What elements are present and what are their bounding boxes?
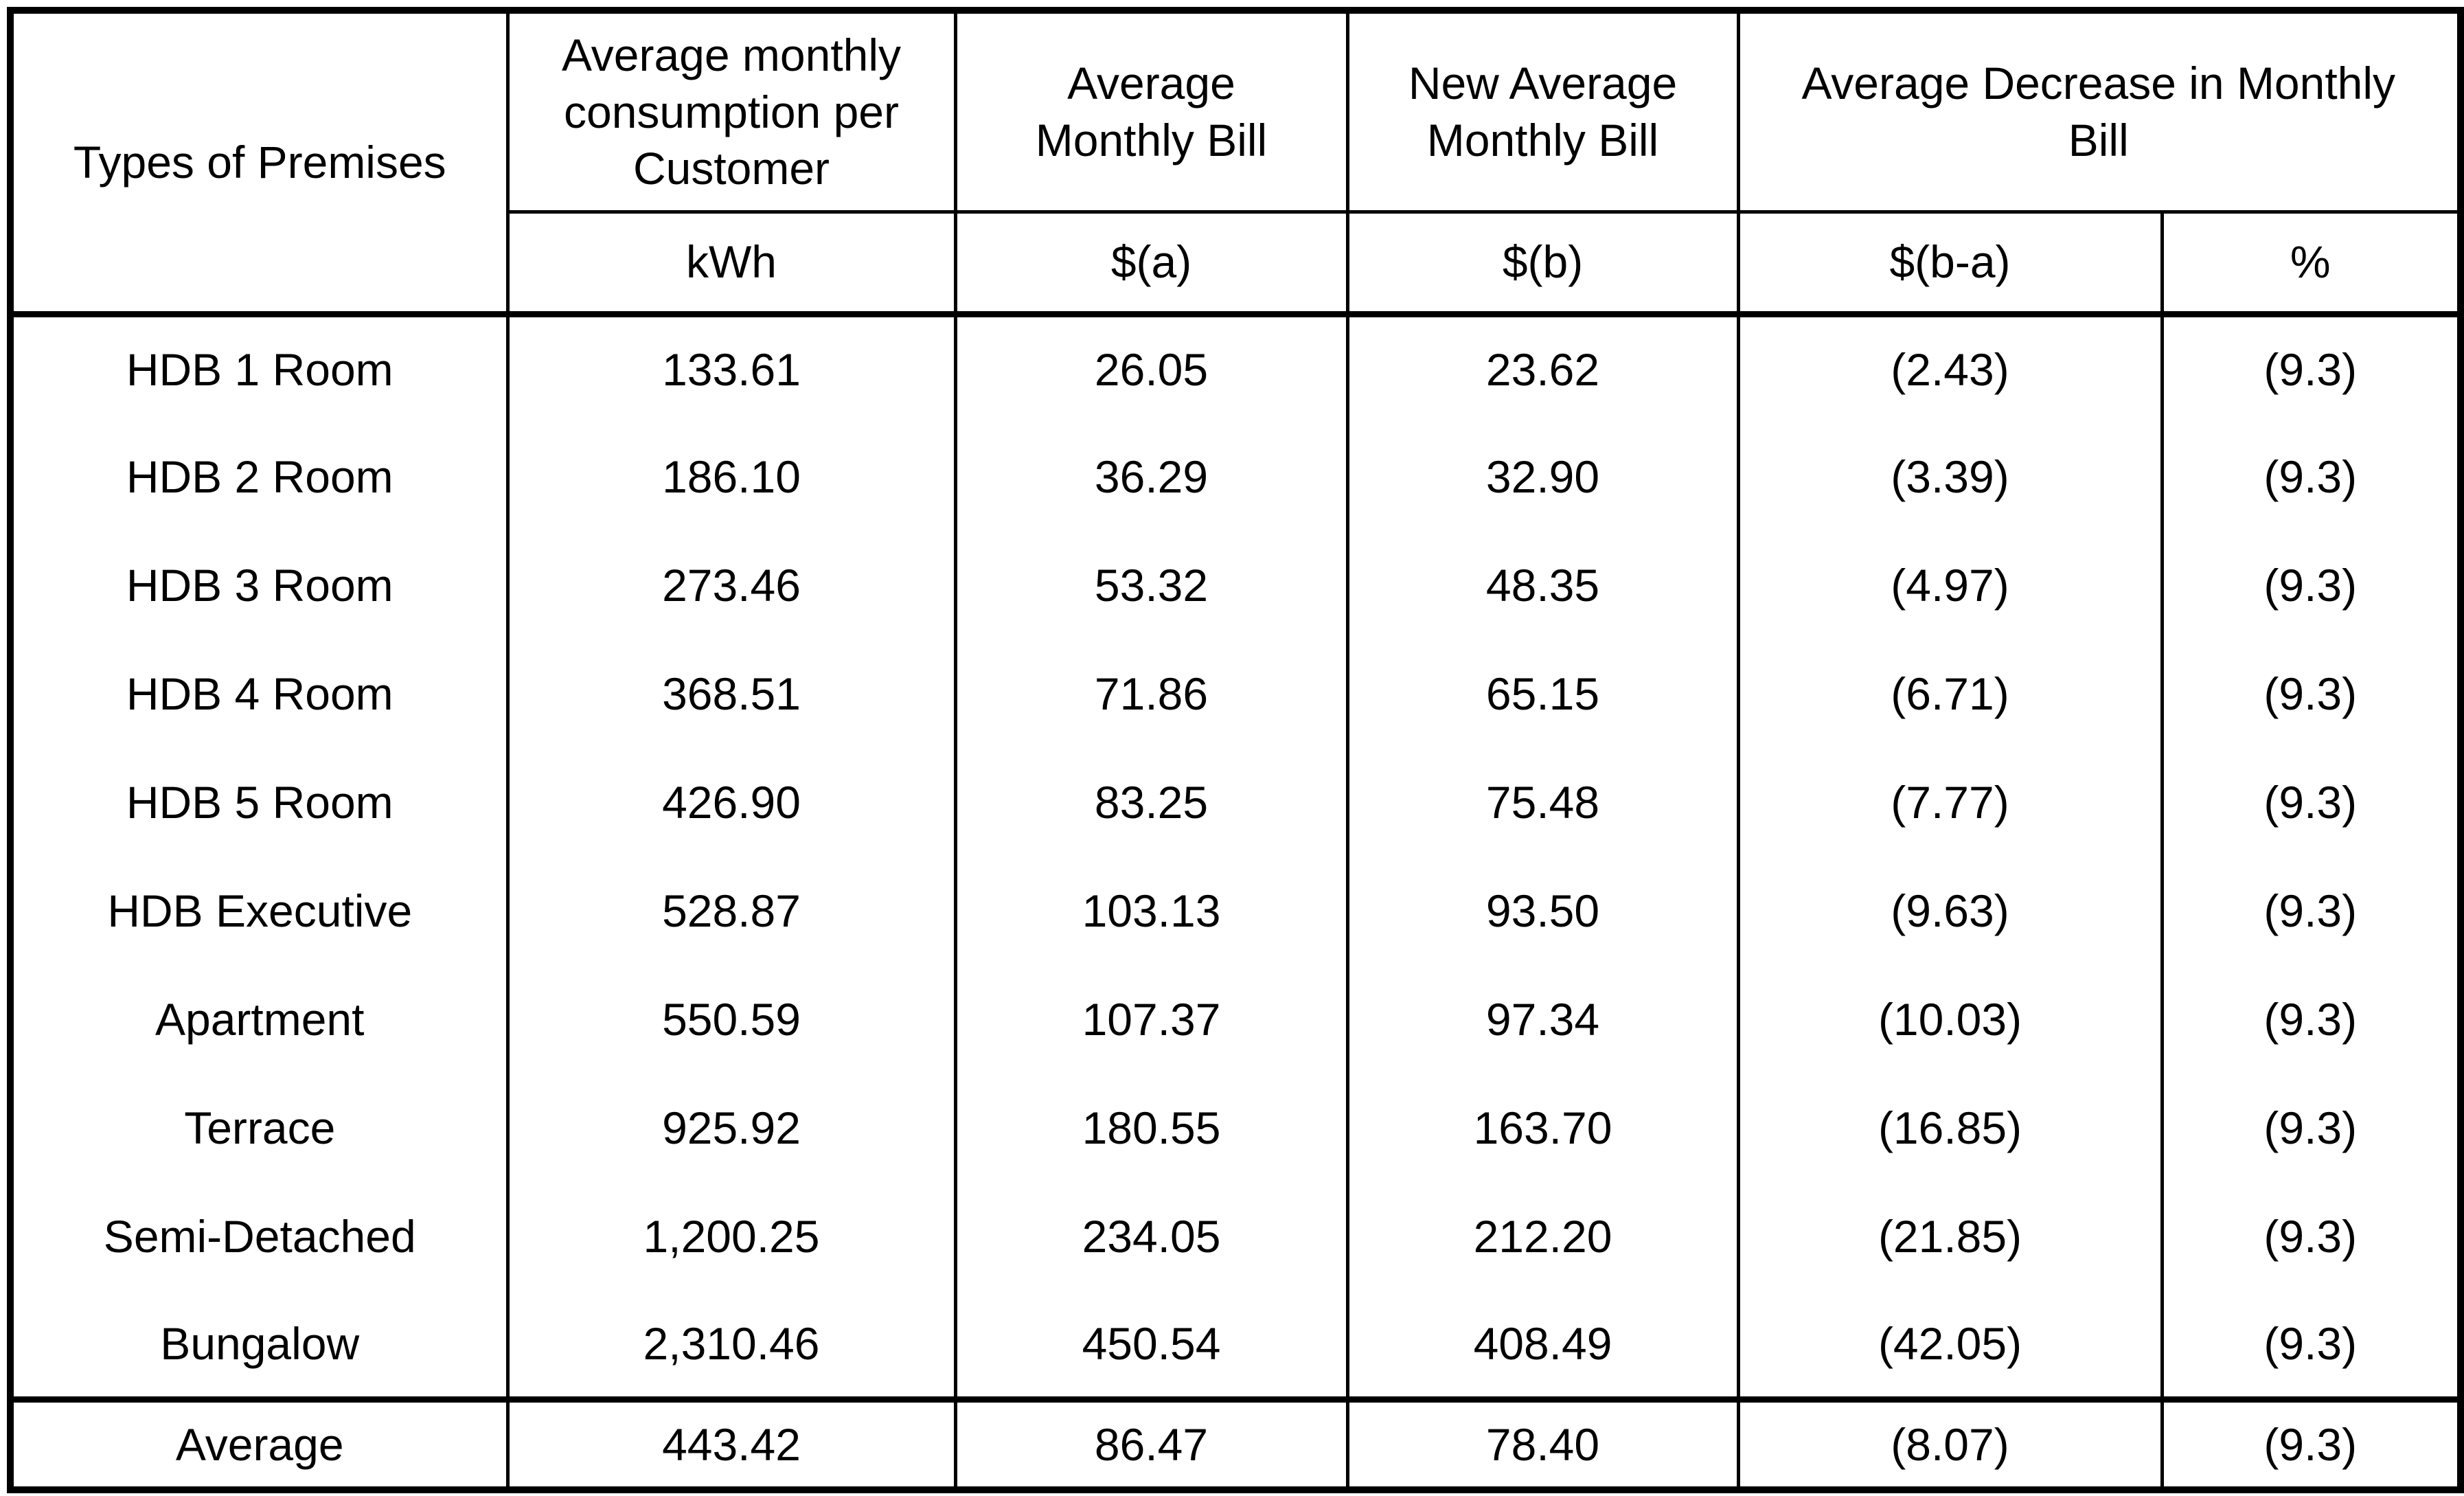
cell-bill-a: 180.55 xyxy=(953,1074,1349,1182)
header-avg-decrease: Average Decrease in Monthly Bill xyxy=(1736,8,2463,214)
cell-decrease-percent: (9.3) xyxy=(2160,531,2463,639)
cell-decrease-percent: (9.3) xyxy=(2160,639,2463,748)
cell-bill-b: 97.34 xyxy=(1345,965,1740,1074)
cell-kwh: 426.90 xyxy=(505,748,957,857)
cell-bill-b: 23.62 xyxy=(1345,314,1740,422)
cell-kwh: 443.42 xyxy=(505,1396,957,1490)
table-row: Semi-Detached 1,200.25 234.05 212.20 (21… xyxy=(8,1182,2463,1291)
cell-decrease-percent: (9.3) xyxy=(2160,1396,2463,1490)
cell-premises: HDB 1 Room xyxy=(8,314,510,422)
cell-bill-a: 71.86 xyxy=(953,639,1349,748)
cell-premises: Apartment xyxy=(8,965,510,1074)
cell-decrease-amount: (42.05) xyxy=(1736,1291,2164,1399)
cell-kwh: 550.59 xyxy=(505,965,957,1074)
cell-kwh: 925.92 xyxy=(505,1074,957,1182)
cell-decrease-amount: (16.85) xyxy=(1736,1074,2164,1182)
summary-row: Average 443.42 86.47 78.40 (8.07) (9.3) xyxy=(8,1396,2463,1490)
cell-bill-b: 32.90 xyxy=(1345,422,1740,531)
header-consumption: Average monthly consumption per Customer xyxy=(505,8,957,214)
cell-kwh: 133.61 xyxy=(505,314,957,422)
cell-kwh: 368.51 xyxy=(505,639,957,748)
cell-premises: HDB Executive xyxy=(8,857,510,965)
cell-bill-b: 93.50 xyxy=(1345,857,1740,965)
cell-bill-b: 163.70 xyxy=(1345,1074,1740,1182)
table-header: Types of Premises Average monthly consum… xyxy=(8,8,2463,317)
header-new-avg-monthly-bill: New Average Monthly Bill xyxy=(1345,8,1740,214)
cell-bill-a: 83.25 xyxy=(953,748,1349,857)
table-row: HDB 3 Room 273.46 53.32 48.35 (4.97) (9.… xyxy=(8,531,2463,639)
cell-bill-b: 48.35 xyxy=(1345,531,1740,639)
cell-decrease-percent: (9.3) xyxy=(2160,857,2463,965)
table-row: HDB Executive 528.87 103.13 93.50 (9.63)… xyxy=(8,857,2463,965)
cell-decrease-amount: (7.77) xyxy=(1736,748,2164,857)
header-avg-monthly-bill: Average Monthly Bill xyxy=(953,8,1349,214)
cell-bill-a: 107.37 xyxy=(953,965,1349,1074)
table-row: HDB 1 Room 133.61 26.05 23.62 (2.43) (9.… xyxy=(8,314,2463,422)
cell-bill-a: 234.05 xyxy=(953,1182,1349,1291)
cell-decrease-percent: (9.3) xyxy=(2160,1074,2463,1182)
cell-decrease-percent: (9.3) xyxy=(2160,422,2463,531)
header-row-main: Types of Premises Average monthly consum… xyxy=(8,8,2463,317)
cell-premises: Average xyxy=(8,1396,510,1490)
cell-kwh: 528.87 xyxy=(505,857,957,965)
cell-decrease-amount: (6.71) xyxy=(1736,639,2164,748)
cell-decrease-amount: (8.07) xyxy=(1736,1396,2164,1490)
cell-decrease-amount: (4.97) xyxy=(1736,531,2164,639)
unit-dollar-b: $(b) xyxy=(1345,209,1740,317)
cell-bill-a: 26.05 xyxy=(953,314,1349,422)
cell-decrease-percent: (9.3) xyxy=(2160,314,2463,422)
cell-kwh: 2,310.46 xyxy=(505,1291,957,1399)
cell-bill-b: 65.15 xyxy=(1345,639,1740,748)
cell-bill-b: 75.48 xyxy=(1345,748,1740,857)
cell-bill-b: 212.20 xyxy=(1345,1182,1740,1291)
cell-premises: Semi-Detached xyxy=(8,1182,510,1291)
unit-dollar-b-minus-a: $(b-a) xyxy=(1736,209,2164,317)
header-types-of-premises: Types of Premises xyxy=(8,8,510,317)
cell-decrease-amount: (3.39) xyxy=(1736,422,2164,531)
cell-decrease-percent: (9.3) xyxy=(2160,1291,2463,1399)
cell-premises: HDB 5 Room xyxy=(8,748,510,857)
cell-premises: Terrace xyxy=(8,1074,510,1182)
table-body: HDB 1 Room 133.61 26.05 23.62 (2.43) (9.… xyxy=(8,314,2463,1490)
unit-percent: % xyxy=(2160,209,2463,317)
table-row: Terrace 925.92 180.55 163.70 (16.85) (9.… xyxy=(8,1074,2463,1182)
premises-bill-table: Types of Premises Average monthly consum… xyxy=(7,7,2464,1493)
cell-premises: HDB 4 Room xyxy=(8,639,510,748)
cell-decrease-amount: (21.85) xyxy=(1736,1182,2164,1291)
cell-kwh: 1,200.25 xyxy=(505,1182,957,1291)
cell-decrease-percent: (9.3) xyxy=(2160,748,2463,857)
cell-bill-b: 78.40 xyxy=(1345,1396,1740,1490)
cell-bill-a: 53.32 xyxy=(953,531,1349,639)
cell-premises: Bungalow xyxy=(8,1291,510,1399)
cell-bill-a: 103.13 xyxy=(953,857,1349,965)
cell-decrease-percent: (9.3) xyxy=(2160,1182,2463,1291)
table-row: HDB 4 Room 368.51 71.86 65.15 (6.71) (9.… xyxy=(8,639,2463,748)
table-row: HDB 5 Room 426.90 83.25 75.48 (7.77) (9.… xyxy=(8,748,2463,857)
table-row: Bungalow 2,310.46 450.54 408.49 (42.05) … xyxy=(8,1291,2463,1399)
table-row: Apartment 550.59 107.37 97.34 (10.03) (9… xyxy=(8,965,2463,1074)
unit-dollar-a: $(a) xyxy=(953,209,1349,317)
cell-bill-a: 36.29 xyxy=(953,422,1349,531)
cell-bill-a: 450.54 xyxy=(953,1291,1349,1399)
cell-decrease-amount: (10.03) xyxy=(1736,965,2164,1074)
cell-bill-b: 408.49 xyxy=(1345,1291,1740,1399)
header-row-units: kWh $(a) $(b) $(b-a) % xyxy=(10,209,2463,317)
cell-premises: HDB 3 Room xyxy=(8,531,510,639)
cell-decrease-amount: (2.43) xyxy=(1736,314,2164,422)
cell-bill-a: 86.47 xyxy=(953,1396,1349,1490)
unit-kwh: kWh xyxy=(505,209,957,317)
cell-decrease-amount: (9.63) xyxy=(1736,857,2164,965)
cell-decrease-percent: (9.3) xyxy=(2160,965,2463,1074)
cell-premises: HDB 2 Room xyxy=(8,422,510,531)
cell-kwh: 186.10 xyxy=(505,422,957,531)
table-row: HDB 2 Room 186.10 36.29 32.90 (3.39) (9.… xyxy=(8,422,2463,531)
cell-kwh: 273.46 xyxy=(505,531,957,639)
